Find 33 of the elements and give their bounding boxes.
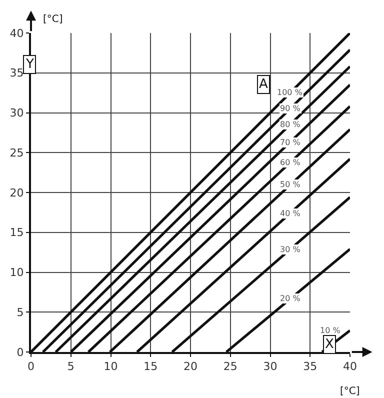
- y-tick-label: 30: [10, 106, 24, 120]
- series-label: 90 %: [280, 104, 301, 113]
- series-label: 30 %: [280, 245, 301, 254]
- y-tick-label: 35: [10, 66, 24, 80]
- text: [°C]: [340, 386, 360, 397]
- series-label: 10 %: [320, 326, 341, 335]
- x-tick-label: 35: [303, 360, 318, 374]
- x-tick-label: 5: [67, 360, 74, 374]
- text: [°C]: [43, 14, 63, 25]
- y-tick-label: 10: [10, 266, 24, 280]
- x-tick-label: 25: [223, 360, 238, 374]
- x-tick-label: 10: [104, 360, 118, 374]
- x-axis-title: X: [325, 337, 334, 352]
- y-tick-label: 15: [10, 226, 24, 240]
- annotation: A: [259, 77, 268, 92]
- series-label: 20 %: [280, 294, 301, 303]
- x-tick-label: 40: [343, 360, 357, 374]
- y-tick-label: 40: [10, 26, 24, 40]
- series-label: 40 %: [280, 209, 301, 218]
- series-label: 60 %: [280, 158, 301, 167]
- x-tick-label: 30: [263, 360, 278, 374]
- x-tick-label: 15: [144, 360, 158, 374]
- series-label: 70 %: [280, 138, 301, 147]
- y-tick-label: 5: [16, 306, 24, 319]
- y-tick-label: 20: [10, 186, 24, 200]
- y-tick-label: 25: [10, 146, 24, 160]
- series-label: 50 %: [280, 180, 301, 189]
- y-tick-label: 0: [16, 346, 24, 359]
- series-label: 100 %: [277, 88, 303, 97]
- x-tick-label: 20: [184, 360, 198, 374]
- x-tick-label: 0: [28, 360, 34, 374]
- y-axis-title: Y: [25, 57, 34, 72]
- series-label: 80 %: [280, 120, 301, 129]
